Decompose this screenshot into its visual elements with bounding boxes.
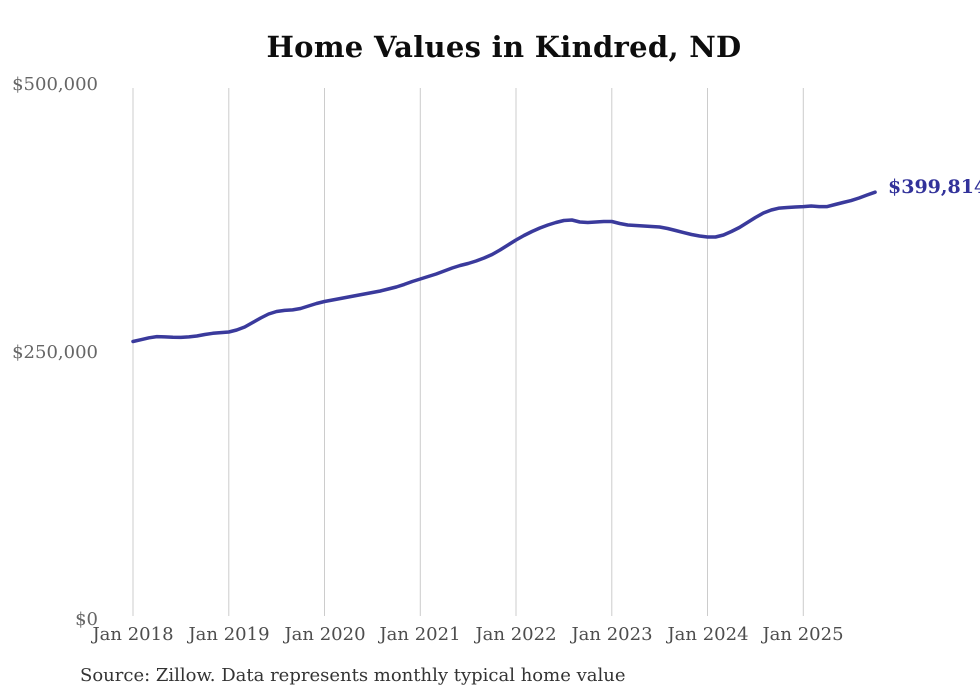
y-tick-label: $250,000 xyxy=(12,342,98,363)
y-tick-label: $0 xyxy=(75,609,98,630)
x-tick-label: Jan 2019 xyxy=(188,624,270,645)
x-tick-label: Jan 2018 xyxy=(92,624,174,645)
x-tick-label: Jan 2020 xyxy=(284,624,366,645)
y-tick-label: $500,000 xyxy=(12,74,98,95)
x-tick-label: Jan 2024 xyxy=(667,624,749,645)
x-tick-label: Jan 2021 xyxy=(379,624,461,645)
x-tick-label: Jan 2025 xyxy=(762,624,844,645)
vertical-gridlines xyxy=(132,88,804,616)
x-tick-label: Jan 2022 xyxy=(475,624,557,645)
chart-title: Home Values in Kindred, ND xyxy=(266,30,742,64)
source-note: Source: Zillow. Data represents monthly … xyxy=(80,665,626,686)
latest-value-label: $399,814 xyxy=(888,176,980,198)
x-tick-label: Jan 2023 xyxy=(571,624,653,645)
home-value-line xyxy=(131,190,877,344)
